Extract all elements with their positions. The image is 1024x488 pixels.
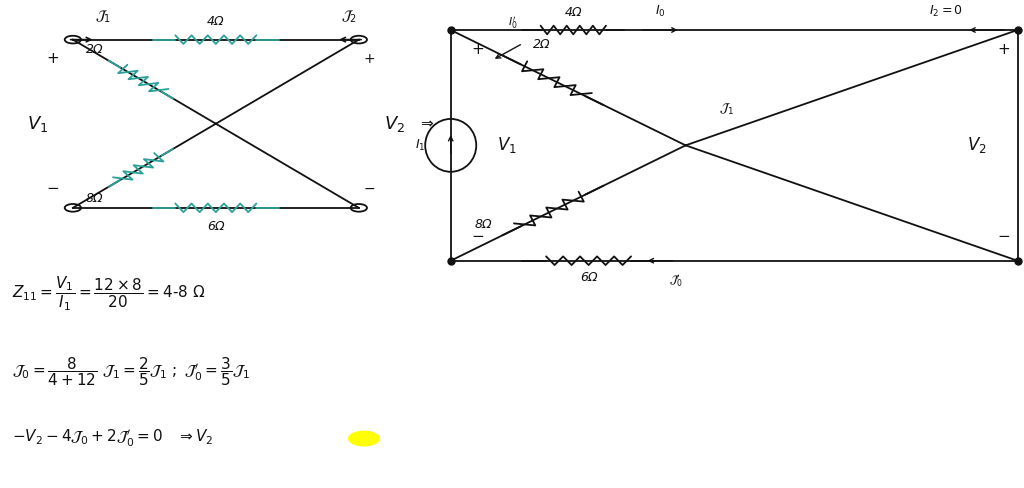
Text: +: + <box>471 42 484 57</box>
Text: 2Ω: 2Ω <box>534 38 551 51</box>
Circle shape <box>348 431 379 446</box>
Text: $\mathcal{J}_2$: $\mathcal{J}_2$ <box>341 9 356 25</box>
Text: $V_1$: $V_1$ <box>497 135 517 155</box>
Text: $V_1$: $V_1$ <box>27 114 48 134</box>
Text: $\mathcal{J}_1$: $\mathcal{J}_1$ <box>95 9 112 25</box>
Text: $I_1$: $I_1$ <box>415 138 425 153</box>
Text: +: + <box>997 42 1010 57</box>
Text: +: + <box>46 51 58 66</box>
Text: 4Ω: 4Ω <box>564 6 582 20</box>
Text: $\mathcal{J}_1$: $\mathcal{J}_1$ <box>719 102 734 117</box>
Text: −: − <box>997 229 1010 244</box>
Text: 6Ω: 6Ω <box>580 271 597 285</box>
Text: $V_2$: $V_2$ <box>384 114 406 134</box>
Text: $\mathcal{J}_0'$: $\mathcal{J}_0'$ <box>669 273 682 289</box>
Text: $Z_{11} = \dfrac{V_1}{I_1} = \dfrac{12 \times 8}{20} = 4\text{-}8\ \Omega$: $Z_{11} = \dfrac{V_1}{I_1} = \dfrac{12 \… <box>11 275 205 313</box>
Text: −: − <box>364 182 375 196</box>
Text: $I_2=0$: $I_2=0$ <box>929 4 963 20</box>
Text: $V_2$: $V_2$ <box>967 135 986 155</box>
Text: 6Ω: 6Ω <box>207 220 224 233</box>
Text: +: + <box>364 52 375 66</box>
Text: 8Ω: 8Ω <box>86 192 103 204</box>
Text: 4Ω: 4Ω <box>207 15 224 28</box>
Text: $I_0$: $I_0$ <box>654 4 666 20</box>
Text: $\mathcal{J}_0 = \dfrac{8}{4+12}\ \mathcal{J}_1 = \dfrac{2}{5}\mathcal{J}_1\ ;\ : $\mathcal{J}_0 = \dfrac{8}{4+12}\ \mathc… <box>11 355 250 387</box>
Text: −: − <box>46 181 58 196</box>
Text: 2Ω: 2Ω <box>86 43 103 56</box>
Text: 8Ω: 8Ω <box>475 218 493 230</box>
Text: −: − <box>471 229 484 244</box>
Text: $I_0'$: $I_0'$ <box>508 15 517 31</box>
Text: $-V_2 - 4\mathcal{J}_0 + 2\mathcal{J}_0^{\prime} = 0\quad \Rightarrow V_2$: $-V_2 - 4\mathcal{J}_0 + 2\mathcal{J}_0^… <box>11 428 213 449</box>
Text: ⇒: ⇒ <box>420 116 433 131</box>
